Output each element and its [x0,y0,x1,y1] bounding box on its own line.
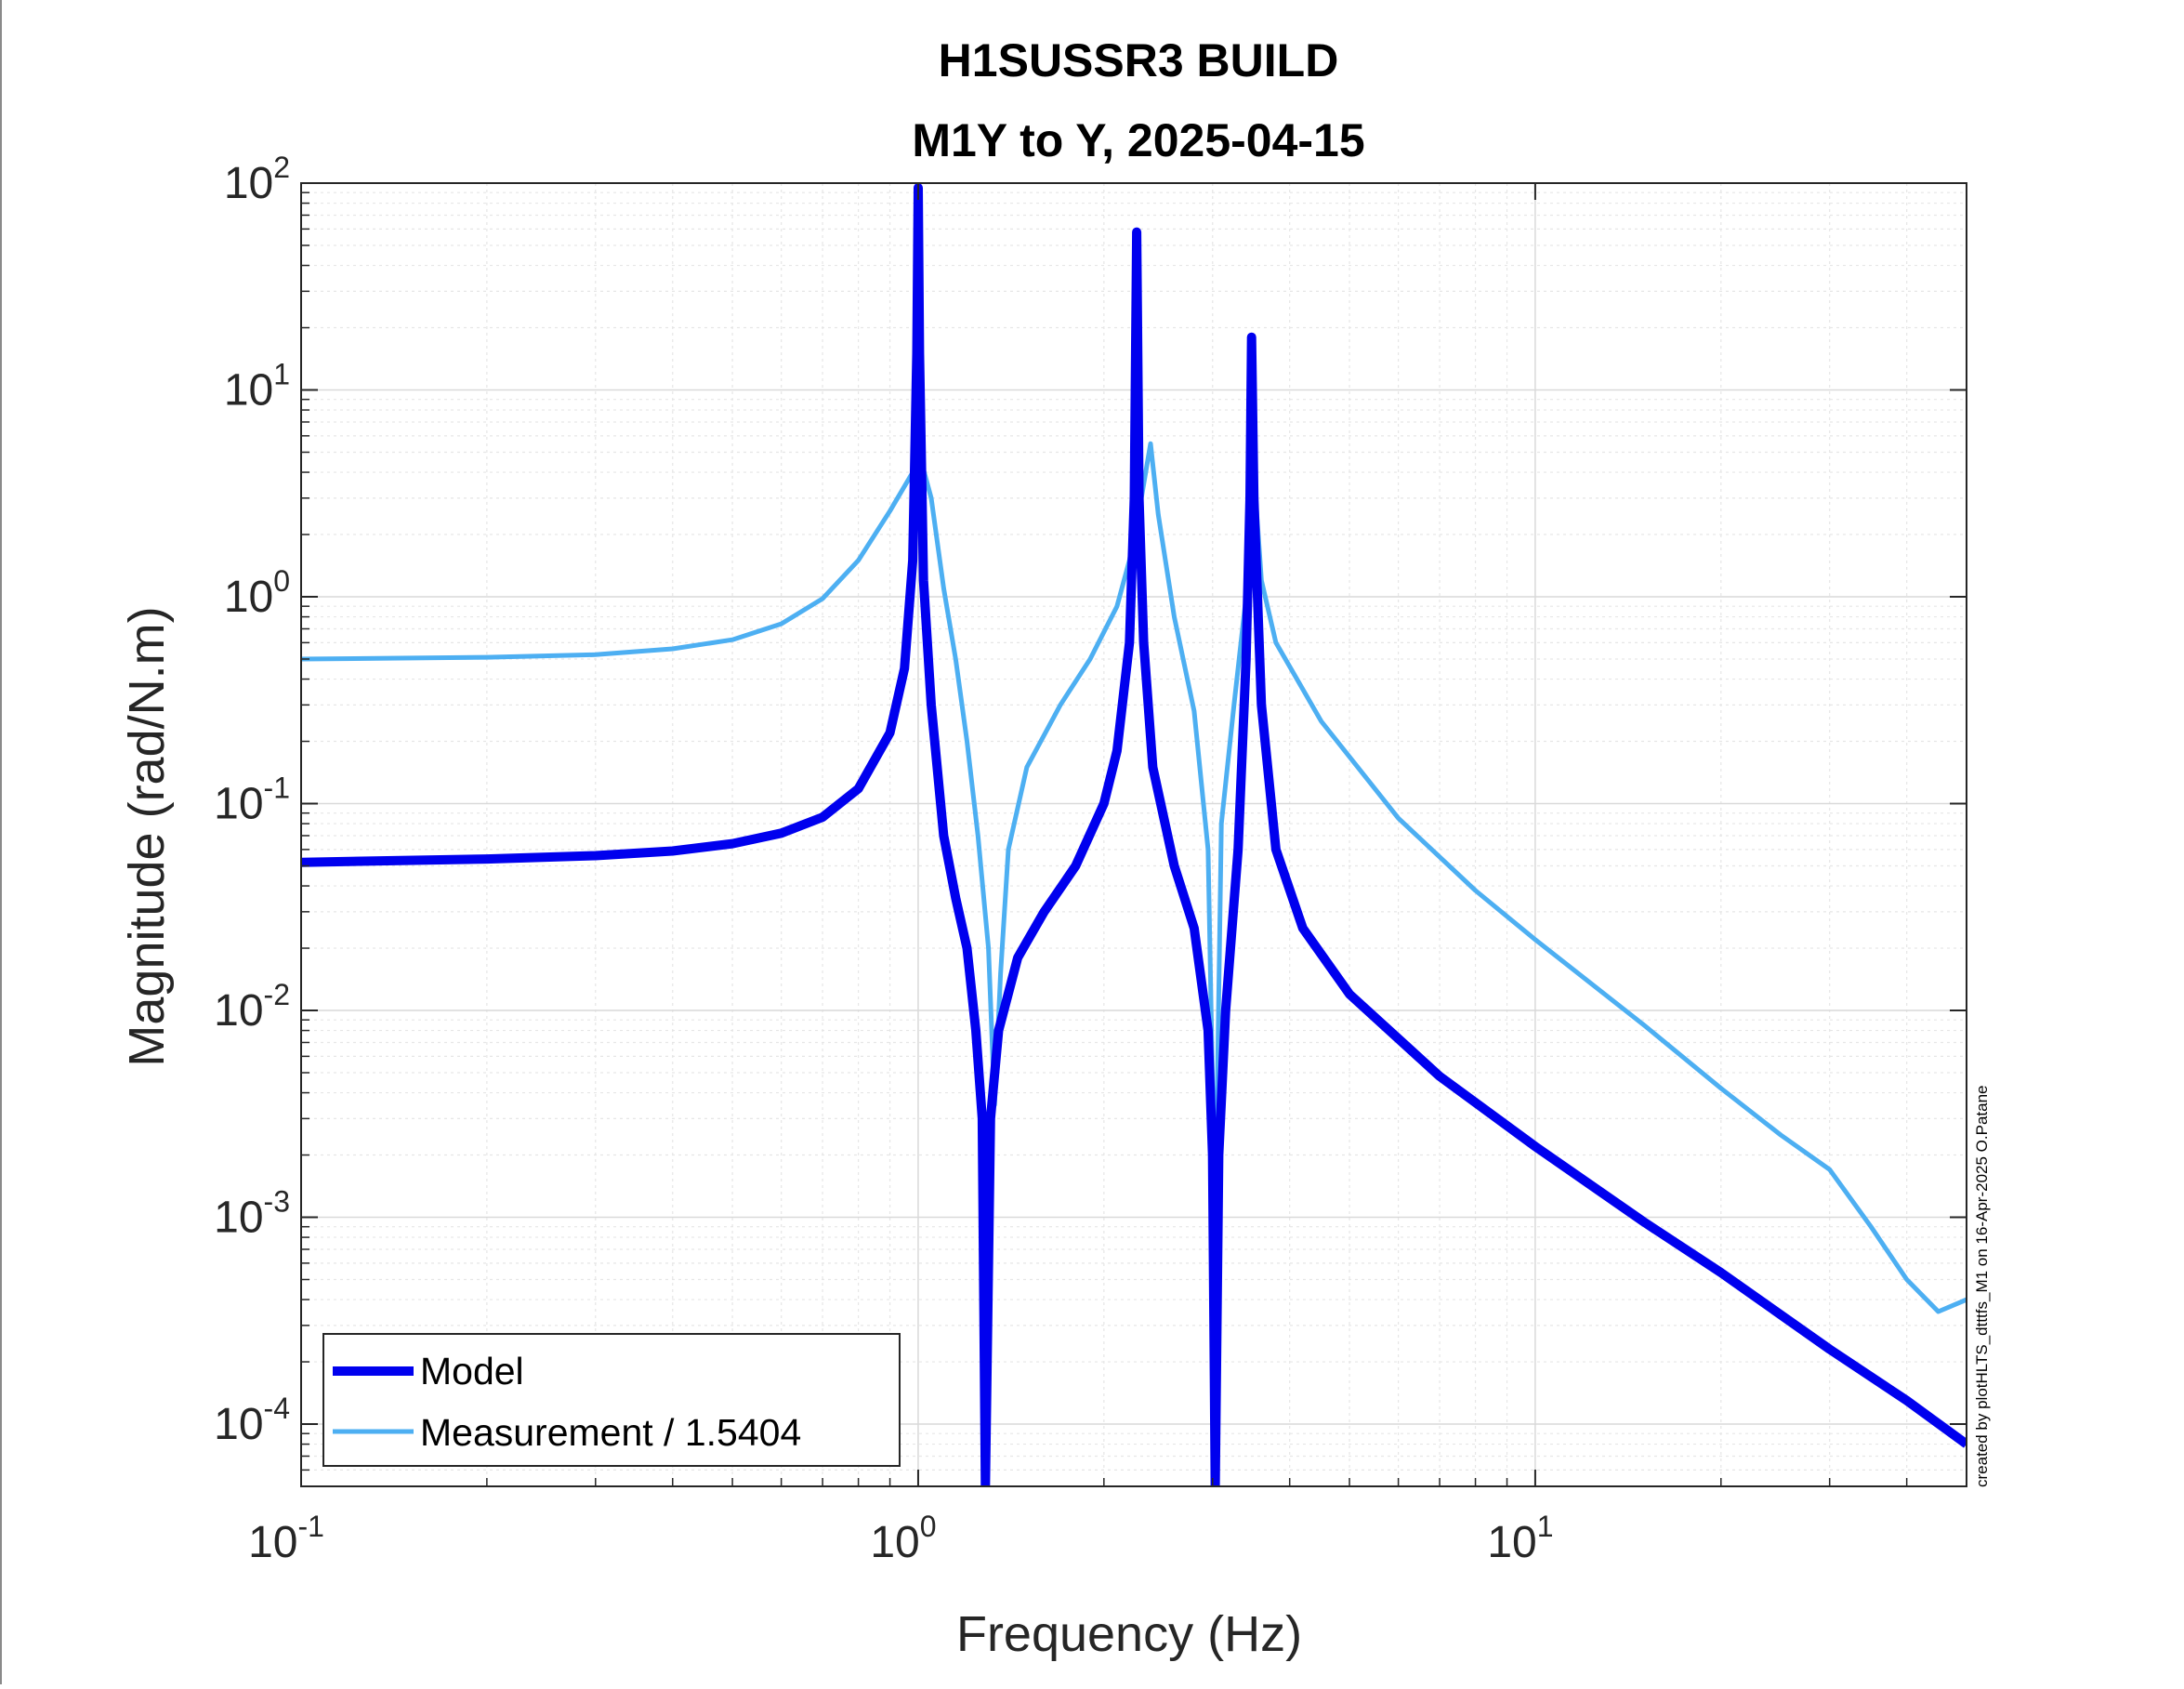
y-tick-label: 10-2 [214,978,290,1036]
legend: Model Measurement / 1.5404 [322,1333,901,1467]
x-axis-label: Frequency (Hz) [956,1606,1302,1662]
x-tick-label: 10-1 [248,1510,324,1567]
creator-annotation: created by plotHLTS_dtttfs_M1 on 16-Apr-… [1973,1086,1991,1488]
x-tick-label: 100 [870,1510,936,1567]
y-tick-label: 102 [224,151,290,208]
series-layer [301,183,1967,1486]
y-axis-label: Magnitude (rad/N.m) [119,606,175,1066]
y-tick-label: 10-4 [214,1392,290,1449]
y-tick-labels: 10-4 10-3 10-2 10-1 100 101 102 [214,151,290,1449]
minor-grid [301,183,1967,1487]
axis-ticks [300,182,1967,1487]
chart-subtitle: M1Y to Y, 2025-04-15 [912,114,1364,166]
legend-box [322,1333,901,1467]
legend-label-measurement: Measurement / 1.5404 [420,1411,801,1454]
y-tick-label: 10-3 [214,1185,290,1243]
x-tick-label: 101 [1487,1510,1553,1567]
x-tick-labels: 10-1 100 101 [248,1510,1553,1567]
plot-border [300,182,1967,1487]
series-model-line [301,183,1967,1486]
legend-label-model: Model [420,1350,524,1392]
chart-title: H1SUSSR3 BUILD [939,34,1339,86]
window-edge [0,0,2,1684]
y-tick-label: 101 [224,358,290,416]
y-tick-label: 10-1 [214,772,290,829]
y-tick-label: 100 [224,564,290,622]
